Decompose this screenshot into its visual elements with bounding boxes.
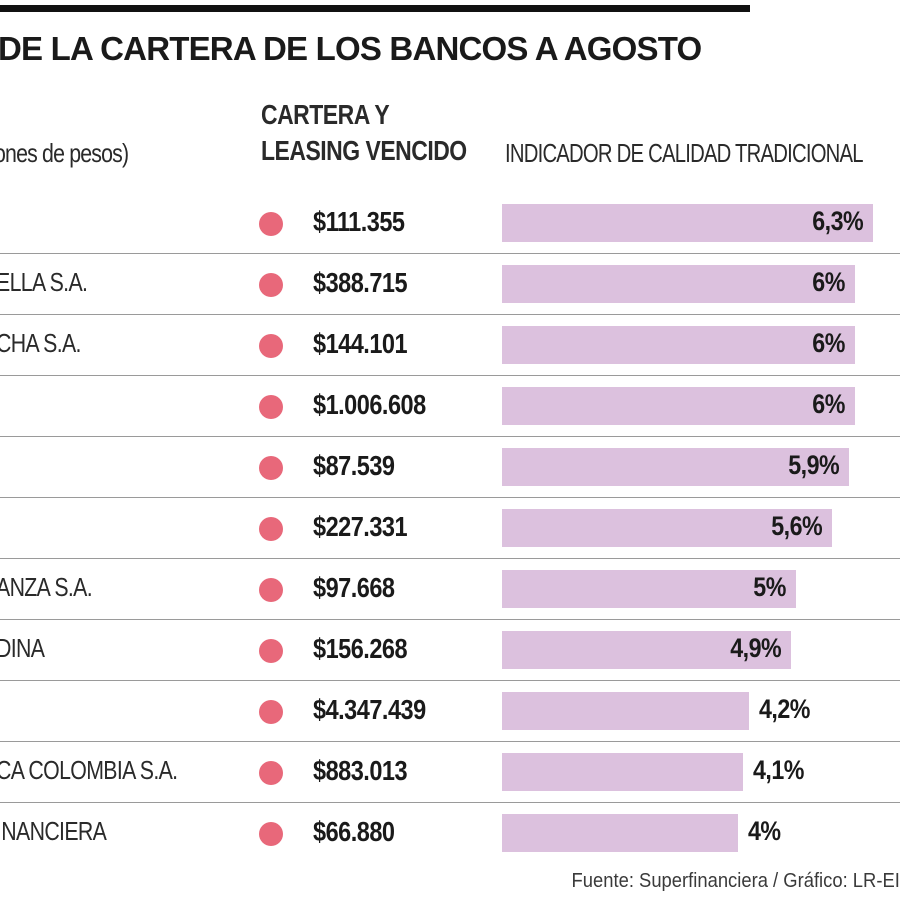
bank-row: $111.355 6,3% <box>0 193 900 254</box>
amount-value: $111.355 <box>313 206 405 237</box>
indicator-bar <box>502 509 832 547</box>
bank-column-header: ones de pesos) <box>0 138 129 168</box>
indicator-bar <box>502 265 855 303</box>
amount-value: $388.715 <box>313 267 408 298</box>
indicator-bar <box>502 631 791 669</box>
bank-name: CA COLOMBIA S.A. <box>0 755 178 785</box>
indicator-value-label: 6,3% <box>812 206 863 236</box>
indicator-value-label: 4,2% <box>759 694 810 724</box>
indicator-bar <box>502 814 738 852</box>
bank-row: $1.006.608 6% <box>0 376 900 437</box>
bullet-dot-icon <box>259 456 283 480</box>
bullet-dot-icon <box>259 578 283 602</box>
amount-column-header: CARTERA Y LEASING VENCIDO <box>261 97 467 169</box>
indicator-value-label: 5,9% <box>788 450 839 480</box>
indicator-bar <box>502 387 855 425</box>
indicator-bar <box>502 204 873 242</box>
amount-value: $144.101 <box>313 328 408 359</box>
bank-name: ANZA S.A. <box>0 572 93 602</box>
amount-value: $1.006.608 <box>313 389 426 420</box>
amount-header-line2: LEASING VENCIDO <box>261 135 467 166</box>
bullet-dot-icon <box>259 700 283 724</box>
bullet-dot-icon <box>259 822 283 846</box>
indicator-column-header: INDICADOR DE CALIDAD TRADICIONAL <box>505 138 864 168</box>
bank-name: CHA S.A. <box>0 328 81 358</box>
bank-name: INANCIERA <box>0 816 107 846</box>
top-rule <box>0 5 750 12</box>
bank-row: ELLA S.A. $388.715 6% <box>0 254 900 315</box>
bank-name: DINA <box>0 633 45 663</box>
bullet-dot-icon <box>259 639 283 663</box>
bullet-dot-icon <box>259 334 283 358</box>
indicator-value-label: 6% <box>812 328 845 358</box>
indicator-bar <box>502 753 743 791</box>
bullet-dot-icon <box>259 517 283 541</box>
amount-header-line1: CARTERA Y <box>261 99 390 130</box>
bank-row: CA COLOMBIA S.A. $883.013 4,1% <box>0 742 900 803</box>
amount-value: $156.268 <box>313 633 408 664</box>
indicator-bar <box>502 448 849 486</box>
bank-row: $227.331 5,6% <box>0 498 900 559</box>
bullet-dot-icon <box>259 761 283 785</box>
bank-row: ANZA S.A. $97.668 5% <box>0 559 900 620</box>
bank-row: DINA $156.268 4,9% <box>0 620 900 681</box>
indicator-value-label: 6% <box>812 389 845 419</box>
indicator-value-label: 6% <box>812 267 845 297</box>
amount-value: $97.668 <box>313 572 395 603</box>
indicator-bar <box>502 692 749 730</box>
bank-row: INANCIERA $66.880 4% <box>0 803 900 863</box>
bank-row: $87.539 5,9% <box>0 437 900 498</box>
indicator-bar <box>502 326 855 364</box>
amount-value: $883.013 <box>313 755 408 786</box>
bank-row: $4.347.439 4,2% <box>0 681 900 742</box>
indicator-value-label: 4,9% <box>730 633 781 663</box>
indicator-value-label: 4,1% <box>753 755 804 785</box>
bank-name: ELLA S.A. <box>0 267 88 297</box>
amount-value: $66.880 <box>313 816 395 847</box>
indicator-value-label: 4% <box>748 816 781 846</box>
amount-value: $4.347.439 <box>313 694 426 725</box>
indicator-value-label: 5% <box>753 572 786 602</box>
indicator-value-label: 5,6% <box>771 511 822 541</box>
indicator-bar <box>502 570 796 608</box>
amount-value: $87.539 <box>313 450 395 481</box>
bullet-dot-icon <box>259 212 283 236</box>
bullet-dot-icon <box>259 273 283 297</box>
source-note: Fuente: Superfinanciera / Gráfico: LR-EI <box>571 870 900 892</box>
bullet-dot-icon <box>259 395 283 419</box>
chart-title: DE LA CARTERA DE LOS BANCOS A AGOSTO <box>0 30 702 67</box>
amount-value: $227.331 <box>313 511 408 542</box>
bank-rows: $111.355 6,3% ELLA S.A. $388.715 6% CHA S.A. $… <box>0 193 900 863</box>
bank-row: CHA S.A. $144.101 6% <box>0 315 900 376</box>
